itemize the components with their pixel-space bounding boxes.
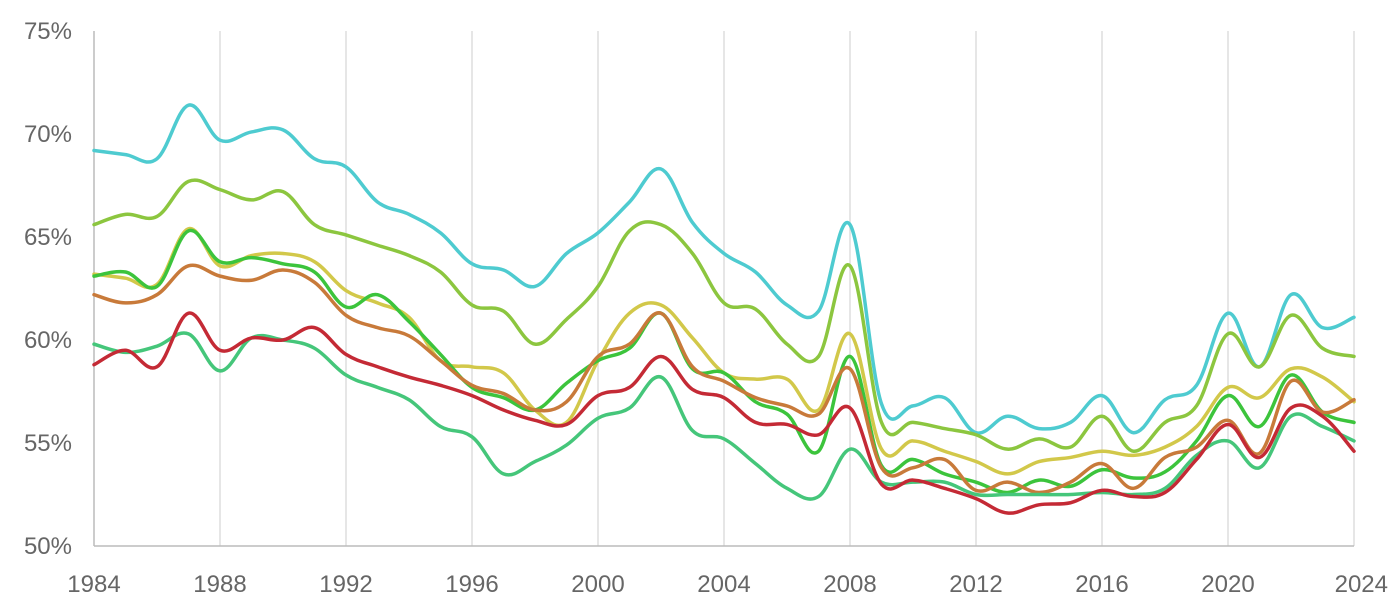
grid xyxy=(219,31,1355,546)
x-tick-label: 2004 xyxy=(697,571,750,598)
x-tick-label: 1988 xyxy=(193,571,246,598)
axes xyxy=(93,31,1354,547)
series-line-5 xyxy=(92,263,1356,495)
series-line-1 xyxy=(92,103,1356,435)
x-tick-label: 2020 xyxy=(1201,571,1254,598)
series-line-4 xyxy=(92,228,1356,495)
x-tick-label: 1984 xyxy=(67,571,120,598)
series-line-7 xyxy=(92,311,1356,515)
y-tick-label: 70% xyxy=(24,121,72,148)
x-tick-label: 2000 xyxy=(571,571,624,598)
x-tick-label: 2012 xyxy=(949,571,1002,598)
y-axis-tick-labels: 50% 55% 60% 65% 70% 75% xyxy=(24,18,72,560)
y-tick-label: 75% xyxy=(24,18,72,45)
x-tick-label: 2024 xyxy=(1335,571,1388,598)
y-tick-label: 50% xyxy=(24,533,72,560)
series-line-6 xyxy=(92,331,1356,501)
series-lines xyxy=(92,103,1356,515)
x-tick-label: 1996 xyxy=(445,571,498,598)
x-tick-label: 2016 xyxy=(1075,571,1128,598)
x-axis-tick-labels: 1984 1988 1992 1996 2000 2004 2008 2012 2016 2020… xyxy=(67,571,1388,598)
series-line-2 xyxy=(92,178,1356,453)
x-tick-label: 2008 xyxy=(823,571,876,598)
y-tick-label: 55% xyxy=(24,430,72,457)
y-tick-label: 60% xyxy=(24,327,72,354)
y-tick-label: 65% xyxy=(24,224,72,251)
x-tick-label: 1992 xyxy=(319,571,372,598)
